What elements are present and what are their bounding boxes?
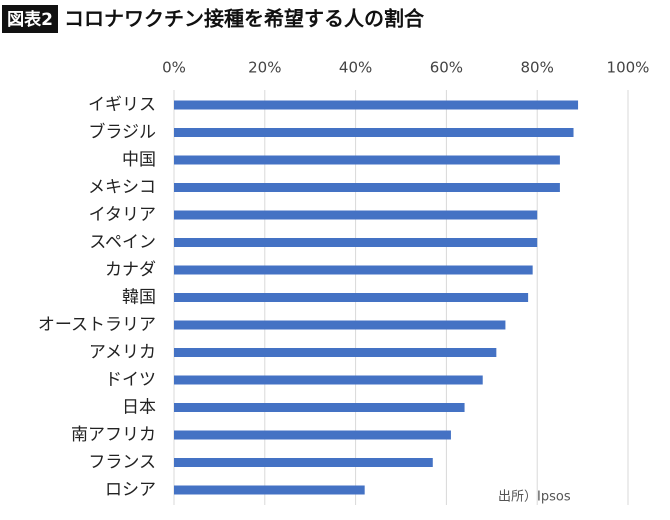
category-label: イタリア — [89, 205, 156, 225]
bar — [174, 265, 533, 275]
x-tick-label: 100% — [607, 59, 650, 77]
category-label: 日本 — [122, 398, 156, 418]
x-tick-label: 20% — [248, 59, 281, 77]
bar — [174, 375, 483, 385]
category-label: スペイン — [89, 233, 156, 253]
x-tick-label: 40% — [339, 59, 372, 77]
category-label: ロシア — [105, 480, 156, 500]
category-label: 南アフリカ — [71, 425, 156, 445]
x-tick-label: 0% — [162, 59, 186, 77]
bar — [174, 155, 560, 165]
bar — [174, 238, 538, 247]
bar — [174, 128, 574, 137]
bar — [174, 183, 560, 192]
bar — [174, 293, 529, 302]
category-label: フランス — [88, 453, 156, 473]
bar — [174, 485, 365, 495]
category-label: ブラジル — [88, 122, 156, 143]
x-tick-label: 60% — [430, 59, 463, 77]
chart-title: コロナワクチン接種を希望する人の割合 — [64, 7, 425, 31]
category-label: イギリス — [88, 95, 156, 115]
category-label: オーストラリア — [38, 315, 156, 335]
bar — [174, 348, 497, 357]
bar — [174, 320, 506, 330]
category-label: カナダ — [105, 260, 156, 280]
category-label: ドイツ — [105, 370, 156, 390]
category-label: メキシコ — [88, 178, 156, 198]
bar — [174, 210, 538, 220]
badge-box — [2, 5, 58, 33]
category-label: 韓国 — [122, 288, 156, 308]
bar — [174, 430, 451, 440]
category-label: アメリカ — [89, 343, 156, 363]
bar — [174, 403, 465, 412]
bar — [174, 458, 433, 467]
x-tick-label: 80% — [521, 59, 554, 77]
source: 出所）Ipsos — [498, 490, 571, 505]
badge: 図表2 — [7, 9, 53, 30]
category-label: 中国 — [122, 150, 156, 170]
bar — [174, 100, 579, 110]
